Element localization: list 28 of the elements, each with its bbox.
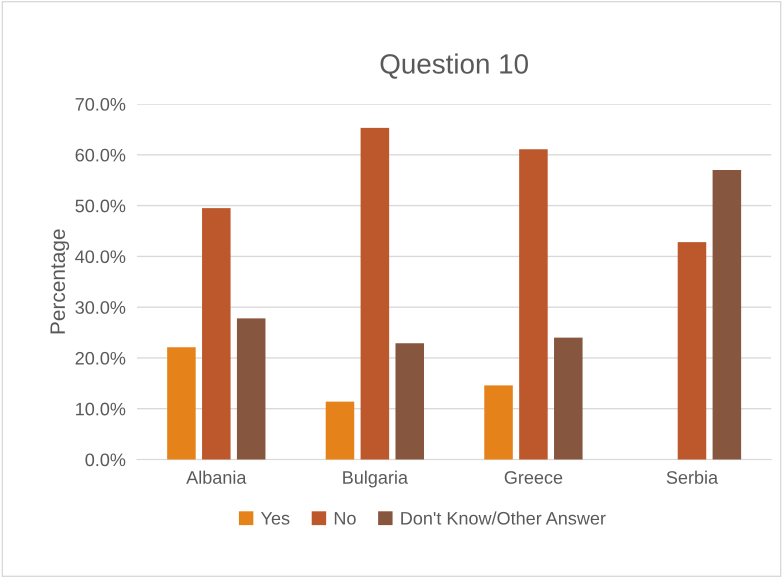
legend-label: Don't Know/Other Answer <box>401 511 606 525</box>
bar <box>167 347 196 460</box>
bar <box>395 343 424 460</box>
y-tick-label: 30.0% <box>75 301 126 314</box>
bar <box>554 338 583 460</box>
y-axis-title: Percentage <box>50 229 70 334</box>
y-tick-label: 60.0% <box>76 148 126 162</box>
bar <box>519 149 548 460</box>
bar <box>678 242 706 460</box>
y-tick-label: 50.0% <box>75 200 126 212</box>
y-tick-label: 20.0% <box>76 352 126 365</box>
legend-label: Yes <box>260 512 290 525</box>
y-tick-label: 40.0% <box>75 250 126 264</box>
bar <box>712 170 742 460</box>
y-tick-label: 0.0% <box>85 453 126 466</box>
x-tick-label: Bulgaria <box>343 470 408 488</box>
bar <box>484 385 513 460</box>
x-tick-label: Greece <box>504 471 562 484</box>
chart-title: Question 10 <box>380 53 528 79</box>
bar <box>236 318 266 460</box>
y-tick-label: 70.0% <box>76 98 126 111</box>
legend-label: No <box>334 512 356 525</box>
x-tick-label: Serbia <box>666 470 718 484</box>
y-tick-label: 10.0% <box>76 402 126 416</box>
x-tick-label: Albania <box>186 470 246 484</box>
bar <box>360 128 390 460</box>
bar <box>326 402 354 460</box>
bar <box>202 208 231 460</box>
